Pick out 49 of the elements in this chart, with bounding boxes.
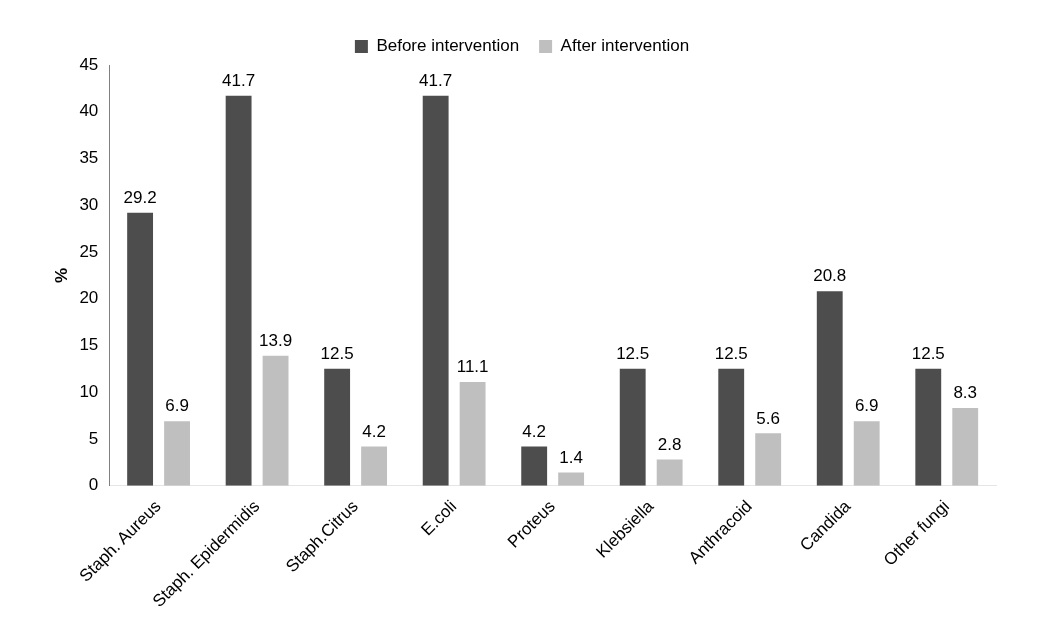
bar [459, 381, 486, 486]
bar [422, 95, 449, 486]
data-label: 12.5 [616, 344, 650, 364]
legend-label: After intervention [560, 36, 690, 56]
bar [816, 291, 843, 486]
bar [262, 355, 289, 486]
bar [915, 368, 942, 486]
data-label: 12.5 [320, 344, 354, 364]
y-tick-label: 25 [79, 241, 99, 261]
bar [619, 368, 646, 486]
y-tick-label: 45 [79, 54, 99, 74]
bar [127, 212, 154, 486]
data-label: 13.9 [259, 330, 293, 350]
bar [164, 421, 190, 486]
data-label: 41.7 [222, 71, 256, 91]
data-label: 6.9 [165, 396, 189, 416]
bar [521, 446, 548, 486]
y-tick-label: 15 [79, 335, 99, 355]
data-label: 8.3 [953, 383, 978, 403]
y-tick-label: 40 [79, 101, 99, 121]
data-label: 5.6 [756, 408, 780, 428]
data-label: 20.8 [813, 266, 847, 286]
bar [755, 433, 782, 486]
data-label: 12.5 [911, 344, 945, 364]
bar [718, 368, 745, 486]
data-label: 6.9 [854, 396, 879, 416]
data-label: 4.2 [362, 421, 386, 441]
y-axis-title: % [51, 267, 71, 283]
data-label: 29.2 [123, 187, 157, 207]
y-tick-label: 30 [79, 194, 99, 214]
y-tick-label: 10 [79, 381, 99, 401]
bar [656, 459, 683, 486]
bar [952, 408, 979, 486]
data-label: 1.4 [559, 447, 583, 467]
data-label: 41.7 [419, 71, 453, 91]
y-tick-label: 35 [79, 148, 99, 168]
y-tick-label: 0 [88, 475, 99, 495]
bar [361, 446, 388, 486]
data-label: 12.5 [714, 344, 748, 364]
bar [853, 421, 880, 486]
bar [324, 368, 351, 486]
bar [225, 95, 252, 486]
data-label: 4.2 [522, 421, 546, 441]
data-label: 2.8 [657, 434, 682, 454]
legend-label: Before intervention [376, 36, 520, 56]
y-tick-label: 20 [79, 288, 99, 308]
y-tick-label: 5 [88, 428, 99, 448]
bar [558, 472, 585, 486]
data-label: 11.1 [456, 357, 489, 377]
